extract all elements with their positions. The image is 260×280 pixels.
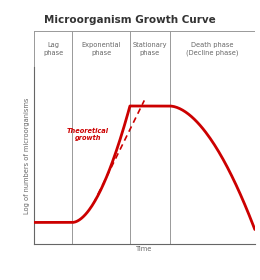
X-axis label: Time: Time (136, 246, 152, 252)
Text: Death phase
(Decline phase): Death phase (Decline phase) (186, 42, 238, 56)
Text: Exponential
phase: Exponential phase (81, 42, 121, 56)
Text: Lag
phase: Lag phase (43, 42, 63, 56)
Y-axis label: Log of numbers of microorganisms: Log of numbers of microorganisms (24, 97, 30, 214)
Text: Microorganism Growth Curve: Microorganism Growth Curve (44, 15, 216, 25)
Text: Theoretical
growth: Theoretical growth (67, 128, 109, 141)
Text: Stationary
phase: Stationary phase (133, 42, 167, 56)
